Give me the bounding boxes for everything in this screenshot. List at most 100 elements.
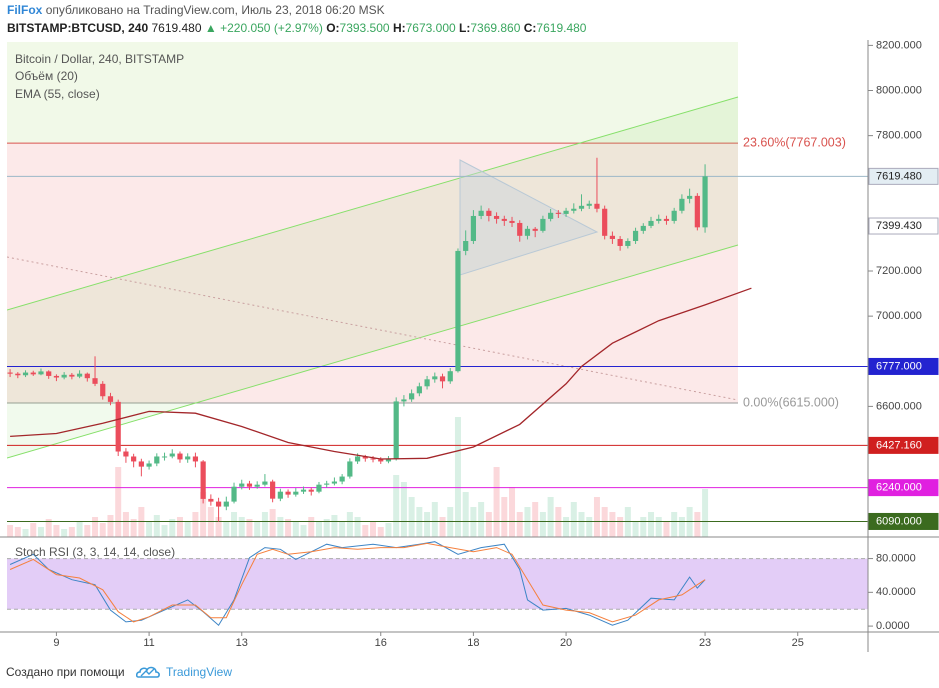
- volume-bar: [377, 527, 384, 537]
- volume-bar: [493, 467, 500, 537]
- volume-bar: [122, 512, 129, 537]
- candle-body: [22, 372, 29, 376]
- x-tick-label: 13: [236, 637, 248, 649]
- candle-body: [517, 222, 523, 236]
- candle-body: [131, 456, 137, 462]
- legend-volume: Объём (20): [15, 69, 78, 83]
- candle-body: [316, 484, 322, 492]
- volume-bar: [640, 517, 647, 537]
- symbol: BITSTAMP:BTCUSD, 240: [7, 21, 149, 35]
- candle-body: [694, 195, 700, 228]
- candle-body: [300, 489, 307, 492]
- candle-body: [548, 212, 554, 219]
- stoch-line: [9, 542, 706, 623]
- fib-zone-lower: [7, 143, 738, 404]
- volume-bar: [238, 517, 245, 537]
- candle-body: [223, 501, 229, 507]
- candle-body: [401, 399, 407, 402]
- stoch-band: [7, 558, 868, 610]
- h-value: 7673.000: [405, 21, 456, 35]
- legend-ema: EMA (55, close): [15, 87, 100, 101]
- candle-body: [540, 218, 546, 231]
- volume-bar: [246, 519, 253, 537]
- fib-zones: [7, 42, 738, 404]
- volume-bar: [702, 489, 709, 537]
- volume-bar: [285, 519, 292, 537]
- candle-body: [100, 383, 106, 397]
- volume-bar: [678, 517, 685, 537]
- channel-fill: [7, 97, 738, 458]
- l-value: 7369.860: [470, 21, 521, 35]
- volume-bar: [354, 517, 361, 537]
- candle-body: [347, 461, 353, 477]
- volume-bar: [671, 512, 678, 537]
- candle-body: [424, 379, 430, 387]
- x-tick-label: 11: [143, 637, 154, 649]
- candle-body: [640, 225, 646, 231]
- candle-body: [563, 210, 569, 214]
- volume-bar: [539, 512, 546, 537]
- volume-bar: [331, 515, 338, 537]
- volume-bar: [176, 517, 183, 537]
- volume-bar: [14, 527, 21, 537]
- volume-bar: [663, 522, 670, 537]
- x-tick-label: 23: [699, 637, 711, 649]
- candle-body: [15, 373, 21, 376]
- candle-body: [609, 235, 616, 239]
- created-by: Создано при помощи: [6, 665, 125, 679]
- volume-bar: [570, 502, 577, 537]
- volume-bar: [648, 512, 655, 537]
- candle-body: [177, 453, 183, 460]
- volume-bar: [231, 512, 238, 537]
- candle-body: [123, 451, 129, 457]
- candle-body: [185, 456, 191, 460]
- candle-body: [277, 491, 283, 499]
- y-tick-label: 40.0000: [876, 586, 916, 598]
- price-badge: [868, 512, 939, 530]
- volume-bar: [292, 522, 299, 537]
- y-tick-label: 0.0000: [876, 620, 910, 632]
- volume-bar: [161, 525, 168, 537]
- candle-body: [53, 375, 60, 378]
- candle-body: [663, 218, 670, 221]
- candle-body: [470, 215, 477, 242]
- volume-bar: [169, 519, 176, 537]
- candle-body: [532, 228, 538, 231]
- candle-body: [38, 371, 44, 375]
- stoch-line: [9, 541, 706, 626]
- volume-bar: [532, 502, 539, 537]
- volume-bar: [439, 517, 446, 537]
- volume-bar: [509, 487, 516, 537]
- candle-body: [393, 401, 399, 459]
- volume-bar: [563, 517, 570, 537]
- x-tick-label: 20: [560, 637, 572, 649]
- candle-body: [69, 374, 75, 377]
- brand[interactable]: TradingView: [165, 665, 233, 679]
- candle-body: [324, 483, 330, 485]
- volume-bar: [447, 507, 454, 537]
- candle-body: [409, 393, 415, 400]
- volume-bar: [339, 522, 346, 537]
- price-badge-label: 6090.000: [876, 515, 922, 527]
- candle-body: [702, 176, 708, 228]
- candle-body: [586, 203, 592, 206]
- candle-body: [7, 372, 13, 374]
- price: 7619.480: [151, 21, 202, 35]
- l-label: L:: [459, 21, 471, 35]
- x-tick-label: 9: [53, 637, 59, 649]
- volume-bar: [524, 507, 531, 537]
- candle-body: [555, 212, 561, 214]
- candle-body: [146, 463, 152, 467]
- author[interactable]: FilFox: [7, 3, 43, 17]
- volume-bar: [655, 517, 662, 537]
- candle-body: [331, 481, 338, 484]
- volume-bar: [300, 525, 307, 537]
- candle-body: [231, 486, 237, 502]
- volume-bar: [146, 522, 153, 537]
- candle-body: [308, 489, 314, 492]
- candle-body: [270, 481, 276, 499]
- candle-body: [679, 198, 685, 211]
- tv-logo: [135, 666, 160, 678]
- candle-body: [285, 491, 291, 495]
- volume-bar: [261, 512, 268, 537]
